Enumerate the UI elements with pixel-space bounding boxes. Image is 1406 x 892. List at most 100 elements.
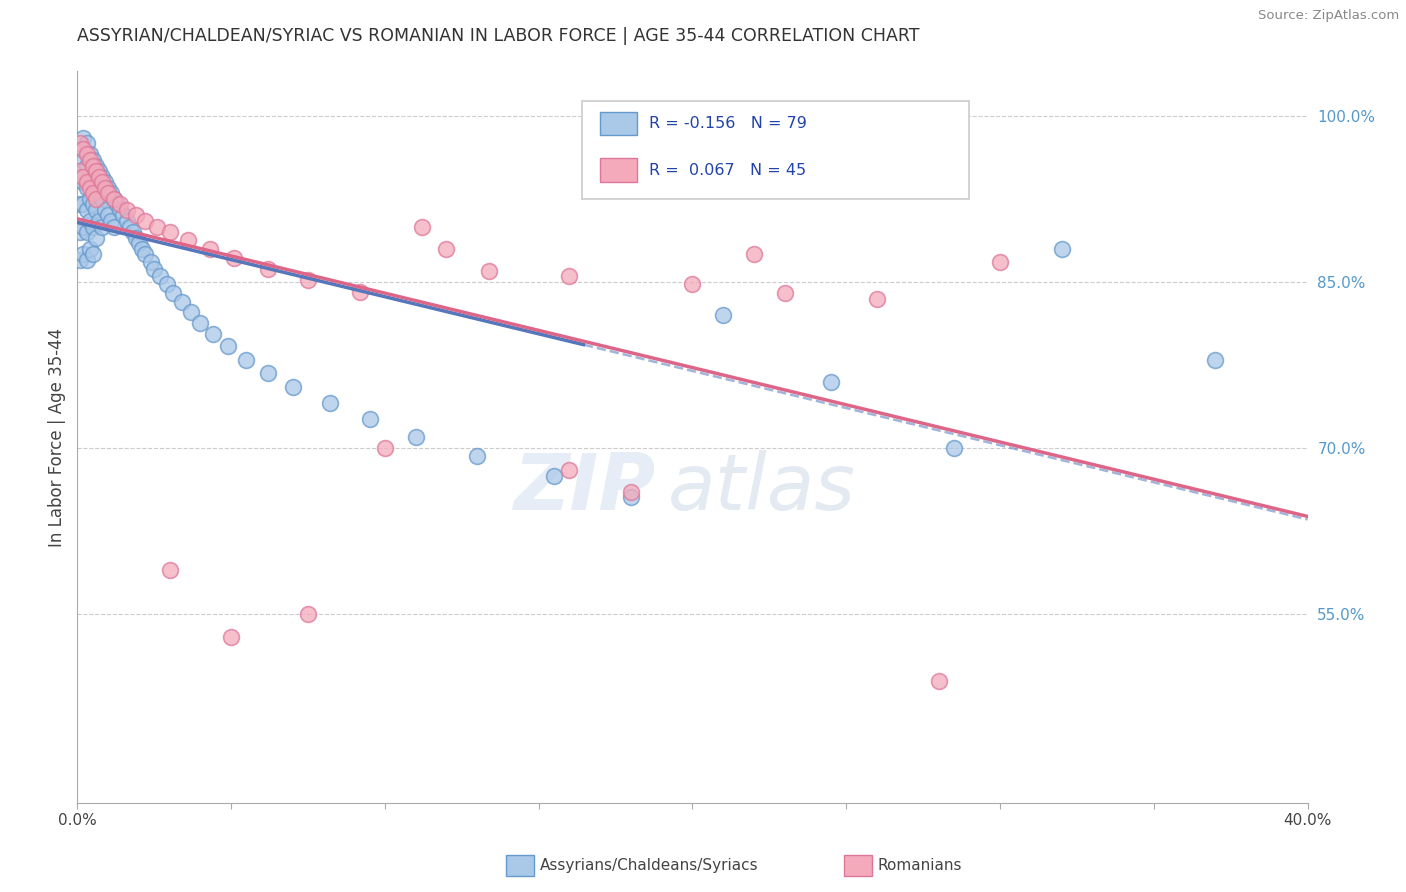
Point [620,485,643,500]
Text: ZIP: ZIP [513,450,655,526]
Point [72,219,94,234]
Point [235,352,257,367]
Point [82,197,104,211]
Point [558,269,581,284]
Point [84,159,107,173]
Point [97,186,120,201]
Point [257,261,280,276]
Point [942,441,965,455]
Point [177,233,200,247]
Point [558,463,581,477]
Point [143,261,166,276]
Point [125,230,148,244]
Point [742,247,765,261]
Point [82,247,104,261]
Point [125,209,148,223]
Point [180,305,202,319]
Point [620,490,643,504]
Point [69,252,91,267]
Point [773,285,796,300]
Text: Assyrians/Chaldeans/Syriacs: Assyrians/Chaldeans/Syriacs [540,858,758,872]
Point [72,153,94,167]
Text: R = -0.156   N = 79: R = -0.156 N = 79 [650,116,807,131]
Point [94,202,117,217]
Point [94,180,117,194]
Point [359,412,381,426]
Point [318,395,340,409]
Point [76,136,98,151]
Point [84,230,107,244]
Point [105,197,128,211]
Point [110,202,132,217]
FancyBboxPatch shape [600,159,637,182]
Point [69,142,91,156]
Point [162,285,184,300]
Point [224,251,246,265]
Point [1050,242,1073,256]
Point [118,219,141,234]
Point [97,209,120,223]
Point [79,169,101,184]
Point [988,255,1011,269]
Point [90,175,114,189]
Point [72,247,94,261]
Point [97,180,120,194]
Point [543,468,565,483]
Point [90,169,114,184]
Point [84,180,107,194]
Point [82,153,104,167]
FancyBboxPatch shape [600,112,637,135]
Point [82,186,104,201]
Point [115,202,138,217]
Point [69,164,91,178]
Point [198,242,221,256]
Point [87,186,110,201]
Point [79,147,101,161]
Point [79,242,101,256]
Point [90,192,114,206]
Point [69,225,91,239]
Point [76,159,98,173]
Point [682,277,704,292]
Point [87,164,110,178]
Point [79,180,101,194]
Text: ASSYRIAN/CHALDEAN/SYRIAC VS ROMANIAN IN LABOR FORCE | AGE 35-44 CORRELATION CHAR: ASSYRIAN/CHALDEAN/SYRIAC VS ROMANIAN IN … [77,27,920,45]
Point [112,209,135,223]
Point [84,192,107,206]
Point [170,294,193,309]
Point [110,197,132,211]
Point [928,673,950,688]
Point [76,175,98,189]
Point [82,159,104,173]
Point [87,214,110,228]
Point [711,308,734,322]
Point [478,264,501,278]
Point [76,225,98,239]
Point [69,197,91,211]
Point [141,255,163,269]
Point [146,219,169,234]
Point [82,175,104,189]
Point [79,153,101,167]
Point [72,131,94,145]
Point [90,219,114,234]
Point [1204,352,1226,367]
Point [128,236,150,251]
Point [159,225,181,239]
Point [217,339,239,353]
Point [134,214,156,228]
Point [72,142,94,156]
Y-axis label: In Labor Force | Age 35-44: In Labor Force | Age 35-44 [48,327,66,547]
Text: R =  0.067   N = 45: R = 0.067 N = 45 [650,162,807,178]
Point [84,202,107,217]
Point [405,430,427,444]
Point [69,169,91,184]
Point [103,192,125,206]
Point [100,186,122,201]
Point [436,242,458,256]
Point [219,630,242,644]
Point [159,563,181,577]
Point [281,380,304,394]
Point [465,449,488,463]
FancyBboxPatch shape [582,101,969,200]
